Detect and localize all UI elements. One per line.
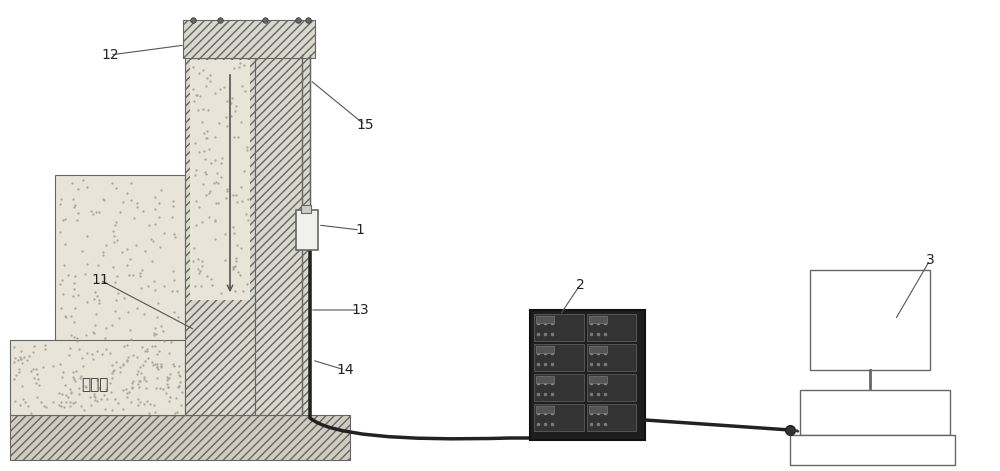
Text: 15: 15 — [356, 118, 374, 132]
Bar — [296, 210, 318, 250]
Bar — [530, 310, 645, 440]
Bar — [534, 344, 584, 371]
Bar — [190, 60, 250, 300]
Bar — [185, 55, 255, 415]
Text: 2: 2 — [576, 278, 584, 292]
Text: 11: 11 — [91, 273, 109, 287]
Bar — [536, 406, 554, 413]
Bar — [586, 344, 636, 371]
Bar — [588, 376, 607, 382]
Bar — [55, 175, 185, 415]
Bar — [534, 404, 584, 431]
Bar — [800, 390, 950, 435]
Bar — [810, 270, 930, 370]
Bar — [536, 346, 554, 353]
Bar — [255, 55, 310, 415]
Text: 13: 13 — [351, 303, 369, 317]
Text: 12: 12 — [101, 48, 119, 62]
Bar — [10, 340, 185, 415]
Text: 1: 1 — [356, 223, 364, 237]
Bar — [588, 346, 607, 353]
Bar — [790, 435, 955, 465]
Bar — [534, 314, 584, 341]
Text: 3: 3 — [926, 253, 934, 267]
Bar — [536, 316, 554, 323]
Bar — [586, 374, 636, 401]
Bar — [588, 316, 607, 323]
Bar — [301, 205, 311, 213]
Bar — [534, 374, 584, 401]
Bar — [536, 376, 554, 382]
Bar — [183, 20, 315, 58]
Text: 14: 14 — [336, 363, 354, 377]
Bar — [588, 406, 607, 413]
Bar — [586, 314, 636, 341]
Text: 岩土体: 岩土体 — [81, 377, 109, 392]
Bar — [586, 404, 636, 431]
Bar — [10, 415, 350, 460]
